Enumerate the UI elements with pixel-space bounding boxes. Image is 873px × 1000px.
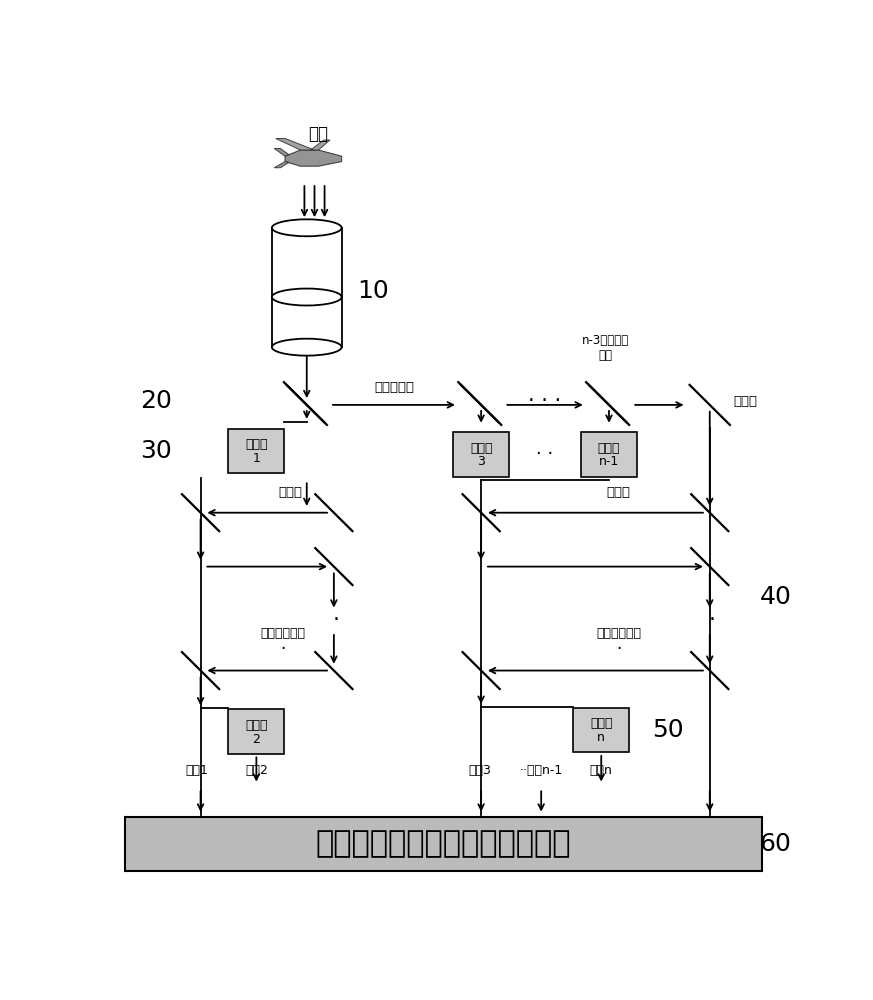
Text: 视频n: 视频n — [590, 764, 613, 777]
Text: n-3次半透半
反镜: n-3次半透半 反镜 — [581, 334, 629, 362]
Text: 传感器: 传感器 — [245, 719, 268, 732]
FancyBboxPatch shape — [229, 709, 285, 754]
Text: 信息处理单元（距离反演算法）: 信息处理单元（距离反演算法） — [316, 829, 571, 858]
Text: 传感器: 传感器 — [590, 717, 613, 730]
Text: 传感器: 传感器 — [598, 442, 620, 455]
Text: 40: 40 — [760, 585, 792, 609]
Text: 视频1: 视频1 — [185, 764, 208, 777]
Text: · ·: · · — [536, 445, 553, 463]
Polygon shape — [311, 140, 330, 150]
Text: 多次来回折返: 多次来回折返 — [260, 627, 306, 640]
Text: 30: 30 — [141, 439, 172, 463]
Text: ·: · — [280, 640, 285, 658]
FancyBboxPatch shape — [581, 432, 637, 477]
Text: 10: 10 — [357, 279, 388, 303]
Text: ·: · — [709, 610, 716, 631]
FancyBboxPatch shape — [574, 708, 629, 752]
FancyBboxPatch shape — [229, 429, 285, 473]
Text: 3: 3 — [478, 455, 485, 468]
Text: 1: 1 — [252, 452, 260, 465]
Ellipse shape — [272, 339, 341, 356]
FancyBboxPatch shape — [453, 432, 509, 477]
Text: n: n — [597, 731, 605, 744]
Text: 2: 2 — [252, 733, 260, 746]
Text: ·: · — [616, 640, 622, 658]
Text: 多次来回折返: 多次来回折返 — [596, 627, 641, 640]
Text: 半透半反镜: 半透半反镜 — [374, 381, 414, 394]
Polygon shape — [274, 162, 289, 168]
Text: n-1: n-1 — [599, 455, 619, 468]
Text: 反射镜: 反射镜 — [733, 395, 757, 408]
Text: 视频3: 视频3 — [468, 764, 491, 777]
Ellipse shape — [272, 219, 341, 236]
Text: ··视频n-1: ··视频n-1 — [519, 764, 563, 777]
Ellipse shape — [272, 289, 341, 305]
Polygon shape — [285, 150, 341, 166]
Text: 视频2: 视频2 — [245, 764, 268, 777]
Text: 反射镜: 反射镜 — [278, 486, 302, 499]
Polygon shape — [276, 138, 314, 150]
Text: 50: 50 — [651, 718, 684, 742]
Text: ·: · — [333, 610, 340, 631]
FancyBboxPatch shape — [125, 817, 762, 871]
Text: 60: 60 — [760, 832, 792, 856]
Text: 目标: 目标 — [308, 125, 328, 143]
Text: 传感器: 传感器 — [470, 442, 492, 455]
FancyBboxPatch shape — [272, 228, 341, 347]
Text: 20: 20 — [141, 389, 172, 413]
Polygon shape — [274, 148, 289, 156]
Text: · · ·: · · · — [528, 391, 561, 411]
Text: 传感器: 传感器 — [245, 438, 268, 451]
Text: 反射镜: 反射镜 — [607, 486, 630, 499]
